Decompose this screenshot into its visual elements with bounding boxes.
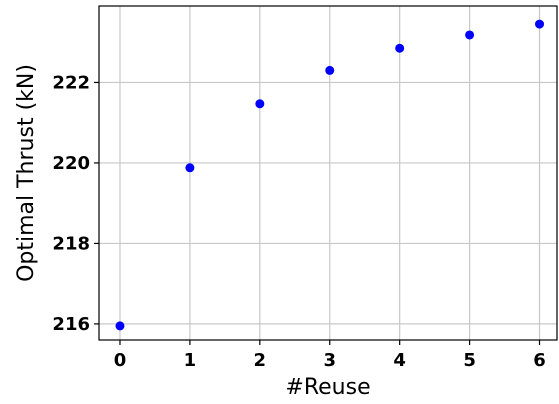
x-tick-label: 3 [323,350,336,371]
data-point [395,43,405,53]
plot-frame [98,5,558,341]
grid-lines [99,6,557,340]
data-points [115,19,545,331]
x-tick-label: 6 [533,350,546,371]
data-point [255,99,265,109]
data-point [465,30,475,40]
data-point [185,163,195,173]
x-tick-labels: 0 1 2 3 4 5 6 [114,350,546,371]
x-tick-label: 0 [114,350,127,371]
data-point [115,321,125,331]
y-axis-label: Optimal Thrust (kN) [14,64,39,282]
data-point [325,65,335,75]
x-tick-label: 5 [463,350,476,371]
y-tick-label: 220 [52,153,90,174]
y-tick-label: 216 [52,314,90,335]
x-axis-label: #Reuse [285,375,370,400]
y-tick-label: 218 [52,233,90,254]
x-tick-label: 1 [184,350,197,371]
axis-ticks [94,81,541,345]
x-tick-label: 2 [254,350,267,371]
data-point [535,19,545,29]
y-tick-label: 222 [52,72,90,93]
x-tick-label: 4 [393,350,406,371]
y-tick-labels: 216 218 220 222 [52,72,90,334]
